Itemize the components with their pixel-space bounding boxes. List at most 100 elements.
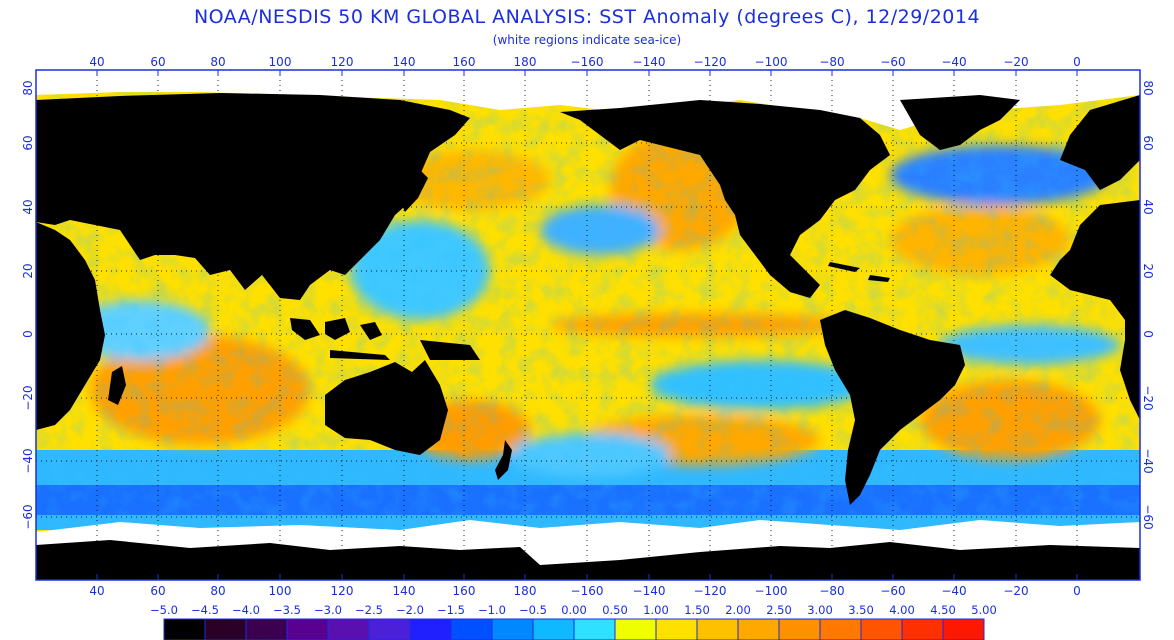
colorbar-swatch <box>286 618 329 640</box>
lon-label: 120 <box>331 55 354 69</box>
colorbar-swatch <box>655 618 698 640</box>
colorbar-swatch <box>409 618 452 640</box>
colorbar-swatch <box>327 618 370 640</box>
colorbar-label: 1.50 <box>684 603 710 617</box>
colorbar-swatch <box>491 618 534 640</box>
lat-lon-grid <box>36 70 1140 580</box>
colorbar-label: −3.0 <box>314 603 342 617</box>
colorbar-swatch <box>696 618 739 640</box>
lat-label: 0 <box>21 330 35 338</box>
madagascar-land <box>108 366 126 405</box>
colorbar-swatch <box>450 618 493 640</box>
africa-land <box>36 222 105 430</box>
antarctica-land <box>36 540 1140 580</box>
colorbar-swatch <box>163 618 206 640</box>
map-border <box>35 69 1141 581</box>
arctic-sea-ice <box>36 70 1140 130</box>
colorbar-label: −1.5 <box>437 603 465 617</box>
lon-label: 120 <box>331 584 354 598</box>
lon-label: −60 <box>880 55 905 69</box>
lat-label: 40 <box>21 199 35 214</box>
lon-label: −160 <box>571 55 604 69</box>
lon-label: −80 <box>819 584 844 598</box>
colorbar-swatch <box>614 618 657 640</box>
colorbar-swatch <box>737 618 780 640</box>
colorbar-label: 1.00 <box>643 603 669 617</box>
lon-label: 80 <box>210 584 225 598</box>
lon-label: 80 <box>210 55 225 69</box>
lon-label: 100 <box>269 55 292 69</box>
colorbar-label: −3.5 <box>273 603 301 617</box>
lat-label: −60 <box>21 504 35 529</box>
lon-label: 160 <box>453 584 476 598</box>
lon-label: −60 <box>880 584 905 598</box>
lon-label: 180 <box>514 55 537 69</box>
colorbar-label: −2.0 <box>396 603 424 617</box>
lon-label: −120 <box>694 55 727 69</box>
colorbar <box>163 618 985 640</box>
colorbar-label: 0.00 <box>561 603 587 617</box>
eurasia-land <box>36 93 470 300</box>
lon-label: 180 <box>514 584 537 598</box>
lon-label: −140 <box>633 584 666 598</box>
lon-label: 60 <box>150 584 165 598</box>
colorbar-label: −4.0 <box>232 603 260 617</box>
australia-land <box>325 360 448 455</box>
lon-label: −140 <box>633 55 666 69</box>
lon-label: −20 <box>1003 584 1028 598</box>
colorbar-label: 2.50 <box>766 603 792 617</box>
lon-label: 40 <box>89 584 104 598</box>
colorbar-label: 3.00 <box>807 603 833 617</box>
map-title: NOAA/NESDIS 50 KM GLOBAL ANALYSIS: SST A… <box>193 6 981 28</box>
lat-label: 60 <box>1141 135 1155 150</box>
south-america-land <box>820 310 965 505</box>
lon-label: −20 <box>1003 55 1028 69</box>
lat-label: 40 <box>1141 199 1155 214</box>
colorbar-swatch <box>860 618 903 640</box>
map-field <box>36 70 1140 580</box>
lon-label: −120 <box>694 584 727 598</box>
lon-label: 0 <box>1073 584 1081 598</box>
lon-label: −160 <box>571 584 604 598</box>
lon-label: 60 <box>150 55 165 69</box>
colorbar-swatch <box>245 618 288 640</box>
colorbar-label: −5.0 <box>150 603 178 617</box>
lat-label: 0 <box>1141 330 1155 338</box>
lat-label: −20 <box>1141 385 1155 410</box>
lon-label: 160 <box>453 55 476 69</box>
colorbar-label: 4.00 <box>889 603 915 617</box>
tick-marks <box>96 70 1078 580</box>
lon-label: −40 <box>941 55 966 69</box>
europe-land <box>1060 95 1140 190</box>
colorbar-label: 5.00 <box>971 603 997 617</box>
caribbean-islands <box>828 262 890 282</box>
lat-label: 20 <box>1141 263 1155 278</box>
colorbar-label: −0.5 <box>519 603 547 617</box>
colorbar-label: 4.50 <box>930 603 956 617</box>
lon-label: −80 <box>819 55 844 69</box>
lon-label: −40 <box>941 584 966 598</box>
colorbar-swatch <box>942 618 985 640</box>
colorbar-swatch <box>901 618 944 640</box>
lon-label: 140 <box>393 584 416 598</box>
colorbar-swatch <box>778 618 821 640</box>
new-zealand-land <box>495 440 512 480</box>
lat-label: 80 <box>1141 80 1155 95</box>
colorbar-swatch <box>368 618 411 640</box>
north-america-land <box>560 100 890 298</box>
colorbar-swatch <box>532 618 575 640</box>
colorbar-label: 3.50 <box>848 603 874 617</box>
indonesia-land <box>290 318 480 360</box>
lon-label: −100 <box>755 584 788 598</box>
colorbar-label: −4.5 <box>191 603 219 617</box>
colorbar-swatch <box>819 618 862 640</box>
lon-labels-bottom: 40 60 80 100 120 140 160 180 −160 −140 −… <box>89 584 1080 598</box>
lat-label: 20 <box>21 263 35 278</box>
lon-label: −100 <box>755 55 788 69</box>
colorbar-label: −1.0 <box>478 603 506 617</box>
lat-labels-right: 80 60 40 20 0 −20 −40 −60 <box>1141 80 1155 529</box>
colorbar-label: 2.00 <box>725 603 751 617</box>
colorbar-label: −2.5 <box>355 603 383 617</box>
japan-land <box>400 170 428 212</box>
lat-label: −60 <box>1141 504 1155 529</box>
